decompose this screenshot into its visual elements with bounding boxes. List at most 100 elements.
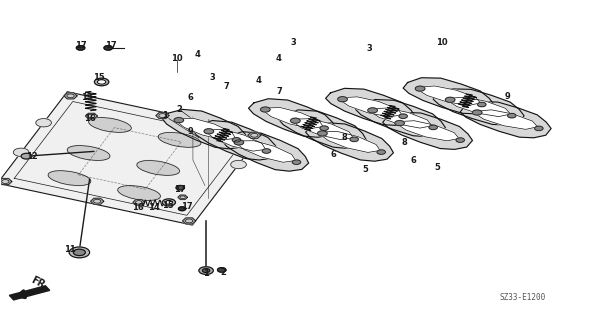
Circle shape [395, 121, 405, 126]
Polygon shape [133, 200, 145, 205]
Polygon shape [306, 123, 394, 161]
Text: 9: 9 [188, 127, 193, 136]
Polygon shape [448, 97, 510, 116]
Circle shape [176, 186, 184, 190]
Polygon shape [85, 113, 98, 119]
Circle shape [261, 107, 270, 112]
Text: 3: 3 [209, 73, 215, 82]
Polygon shape [237, 141, 296, 162]
Polygon shape [341, 97, 402, 117]
Text: 8: 8 [402, 138, 407, 147]
Circle shape [199, 267, 213, 274]
Circle shape [93, 199, 101, 203]
Polygon shape [476, 110, 538, 129]
Polygon shape [279, 110, 367, 148]
Text: FR.: FR. [29, 275, 50, 292]
Circle shape [535, 126, 543, 131]
Text: 10: 10 [171, 53, 182, 62]
Text: 17: 17 [181, 202, 193, 211]
Text: 17: 17 [75, 41, 87, 51]
Polygon shape [156, 113, 169, 119]
Circle shape [250, 133, 258, 137]
Circle shape [338, 97, 347, 102]
Circle shape [318, 131, 327, 136]
Circle shape [73, 249, 85, 256]
Polygon shape [177, 118, 235, 140]
Polygon shape [264, 108, 323, 129]
Polygon shape [222, 132, 309, 171]
Polygon shape [398, 121, 459, 141]
Polygon shape [433, 89, 524, 125]
Text: 6: 6 [188, 93, 193, 102]
Polygon shape [0, 179, 12, 185]
Polygon shape [326, 88, 415, 125]
Circle shape [415, 86, 425, 91]
Text: 2: 2 [177, 105, 182, 114]
Circle shape [174, 117, 184, 123]
Text: 8: 8 [341, 133, 347, 142]
Circle shape [234, 140, 244, 145]
Text: 5: 5 [435, 164, 440, 172]
Text: 15: 15 [93, 73, 105, 82]
Circle shape [178, 207, 185, 211]
Text: 1: 1 [162, 111, 167, 120]
Circle shape [95, 78, 109, 86]
Circle shape [291, 118, 300, 123]
Circle shape [135, 201, 142, 204]
Text: 9: 9 [504, 92, 510, 101]
Circle shape [185, 219, 193, 223]
Text: 1: 1 [203, 268, 209, 278]
Text: 12: 12 [26, 152, 38, 161]
Circle shape [456, 138, 464, 142]
Text: 14: 14 [148, 203, 160, 212]
Circle shape [473, 110, 482, 115]
Text: 13: 13 [81, 93, 93, 102]
Circle shape [231, 160, 246, 169]
Text: 4: 4 [195, 50, 200, 59]
Polygon shape [371, 108, 432, 128]
Circle shape [67, 94, 74, 98]
Polygon shape [192, 121, 279, 160]
Ellipse shape [67, 146, 110, 160]
Circle shape [399, 114, 408, 118]
Circle shape [166, 200, 172, 204]
Text: 7: 7 [276, 87, 282, 96]
Polygon shape [294, 119, 353, 140]
Text: 15: 15 [162, 201, 173, 210]
Polygon shape [383, 112, 473, 149]
Polygon shape [460, 102, 551, 138]
Text: 3: 3 [367, 44, 373, 53]
Circle shape [477, 102, 486, 107]
Circle shape [13, 148, 29, 156]
Circle shape [76, 46, 85, 50]
Text: 6: 6 [330, 150, 337, 159]
Polygon shape [356, 100, 445, 137]
Circle shape [2, 180, 9, 183]
Circle shape [159, 114, 166, 117]
Circle shape [377, 150, 385, 154]
Circle shape [507, 113, 516, 118]
Polygon shape [248, 132, 261, 138]
Polygon shape [10, 286, 50, 300]
Ellipse shape [48, 171, 91, 186]
Polygon shape [249, 99, 337, 137]
Circle shape [429, 125, 438, 130]
Polygon shape [178, 195, 187, 199]
Text: 17: 17 [175, 185, 186, 194]
Text: 5: 5 [362, 165, 368, 174]
Polygon shape [64, 93, 77, 99]
Polygon shape [419, 86, 480, 106]
Polygon shape [403, 78, 494, 114]
Polygon shape [0, 92, 262, 225]
Circle shape [350, 137, 358, 141]
Text: 3: 3 [291, 38, 297, 47]
Polygon shape [321, 132, 380, 152]
Circle shape [202, 269, 209, 272]
Circle shape [232, 138, 241, 142]
Circle shape [69, 247, 90, 258]
Text: 11: 11 [64, 245, 76, 254]
Polygon shape [182, 218, 196, 224]
Circle shape [36, 119, 51, 127]
Text: 17: 17 [105, 41, 116, 51]
Circle shape [21, 153, 32, 159]
